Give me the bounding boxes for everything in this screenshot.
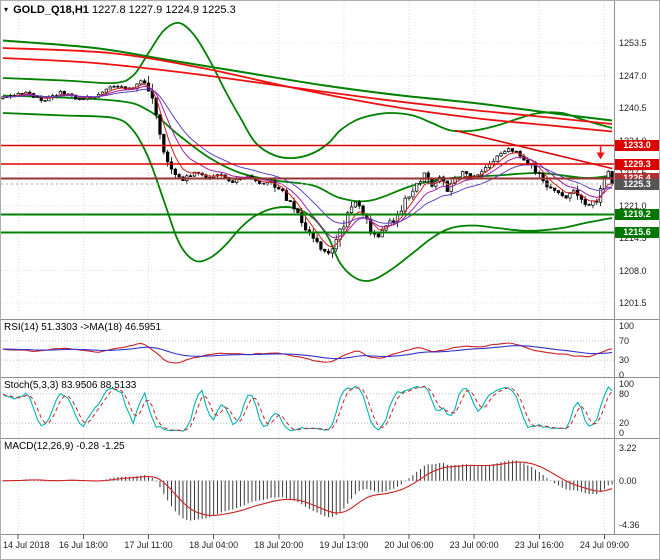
time-tick-label: 23 Jul 16:00 <box>514 540 564 550</box>
time-axis[interactable]: 14 Jul 2018 16 Jul 18:00 17 Jul 11:00 18 Ju… <box>1 534 659 559</box>
price-tick-label: 80 <box>619 388 630 399</box>
chart-header: ▾ GOLD_Q18,H1 1227.8 1227.9 1224.9 1225.… <box>4 4 236 16</box>
time-tick-label: 17 Jul 11:00 <box>124 540 173 550</box>
price-level-badge: 1219.2 <box>615 209 659 220</box>
sell-arrow-marker <box>596 146 605 160</box>
overlay-ma-bands <box>2 21 613 282</box>
price-tick-label: -4.36 <box>619 519 640 530</box>
price-level-badge: 1225.3 <box>615 178 659 190</box>
stoch-indicator-label: Stoch(5,3,3) 83.9506 88.5133 <box>4 380 137 391</box>
price-tick-label: 1221.0 <box>619 200 647 211</box>
time-tick-label: 19 Jul 13:00 <box>319 540 369 550</box>
time-tick-label: 16 Jul 18:00 <box>58 540 108 550</box>
symbol-timeframe-label: GOLD_Q18,H1 <box>13 4 89 16</box>
price-tick-label: 20 <box>619 418 630 429</box>
macd-panel-series <box>2 460 613 521</box>
time-tick-label: 20 Jul 06:00 <box>384 540 434 550</box>
ma-cluster <box>2 83 613 248</box>
macd-indicator-label: MACD(12,26,9) -0.28 -1.25 <box>4 441 125 452</box>
rsi-panel-series <box>2 342 613 364</box>
price-tick-label: 100 <box>619 378 635 389</box>
price-level-badge: 1229.3 <box>615 158 659 170</box>
price-tick-label: 1201.5 <box>619 298 647 308</box>
price-tick-label: 1253.5 <box>619 38 647 48</box>
time-tick-label: 18 Jul 20:00 <box>254 540 304 550</box>
price-tick-label: 100 <box>619 321 635 332</box>
horizontal-levels <box>1 129 614 234</box>
time-tick-label: 23 Jul 00:00 <box>449 540 499 550</box>
price-tick-label: 1247.0 <box>619 70 647 81</box>
stoch-panel-series <box>2 385 613 432</box>
rsi-indicator-label: RSI(14) 51.3303 ->MA(18) 46.5951 <box>4 322 162 333</box>
time-tick-label: 14 Jul 2018 <box>3 540 50 550</box>
price-tick-label: 3.22 <box>619 443 637 454</box>
grid-lines <box>1 1 614 534</box>
price-level-badge: 1215.6 <box>615 227 659 238</box>
time-tick-label: 24 Jul 09:00 <box>579 540 629 550</box>
price-tick-label: 1214.5 <box>619 233 647 243</box>
time-tick-label: 18 Jul 04:00 <box>189 540 239 550</box>
price-tick-label: 30 <box>619 355 630 366</box>
ohlc-values: 1227.8 1227.9 1224.9 1225.3 <box>91 4 236 16</box>
price-axis[interactable]: 1253.51247.01240.51234.01227.51221.01214… <box>614 1 659 534</box>
price-tick-label: 0 <box>619 369 625 380</box>
price-tick-label: 1208.0 <box>619 265 647 276</box>
price-tick-label: 0 <box>619 428 625 438</box>
price-tick-label: 1240.5 <box>619 103 647 113</box>
symbol-dropdown-icon[interactable]: ▾ <box>4 5 9 14</box>
price-tick-label: 0.00 <box>619 475 637 486</box>
price-level-badge: 1233.0 <box>615 140 659 151</box>
panel-separators <box>1 1 659 539</box>
price-tick-label: 70 <box>619 335 630 346</box>
